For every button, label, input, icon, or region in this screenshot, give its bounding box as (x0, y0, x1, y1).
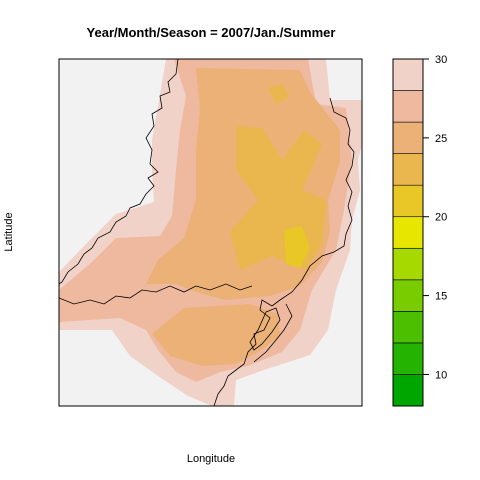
colorbar-tick-label: 30 (435, 54, 447, 66)
colorbar-segment (392, 342, 424, 375)
colorbar (392, 58, 424, 407)
colorbar-frame (392, 58, 424, 407)
colorbar-segment (392, 184, 424, 218)
border-outline-east (271, 97, 355, 307)
colorbar-ticks: 10 15 20 25 30 (423, 54, 447, 381)
colorbar-segment (392, 90, 424, 123)
lagoon-outline (249, 307, 281, 351)
colorbar-segment (392, 279, 424, 312)
colorbar-segment (392, 311, 424, 344)
colorbar-segment (392, 58, 424, 91)
coastline (213, 299, 273, 406)
x-axis-label: Longitude (187, 453, 235, 465)
chart-title: Year/Month/Season = 2007/Jan./Summer (87, 25, 336, 40)
contour-band-20-22-spot (268, 84, 290, 104)
coastline-south (253, 303, 293, 363)
border-outline-inner (59, 283, 253, 305)
colorbar-tick-label: 15 (435, 291, 447, 303)
colorbar-tick-label: 10 (435, 369, 447, 381)
colorbar-tick-label: 20 (435, 212, 447, 224)
colorbar-segment (392, 121, 424, 154)
map-outlines (59, 59, 355, 406)
border-outline-north (59, 59, 179, 285)
colorbar-tick-label: 25 (435, 133, 447, 145)
y-axis-label: Latitude (3, 212, 15, 251)
colorbar-segment (392, 247, 424, 281)
colorbar-segment (392, 216, 424, 249)
colorbar-segment (392, 374, 424, 407)
contour-band-18-20 (284, 226, 310, 268)
colorbar-segment (392, 153, 424, 186)
contour-band-22-24-south (152, 304, 280, 366)
plot-frame (58, 58, 363, 407)
